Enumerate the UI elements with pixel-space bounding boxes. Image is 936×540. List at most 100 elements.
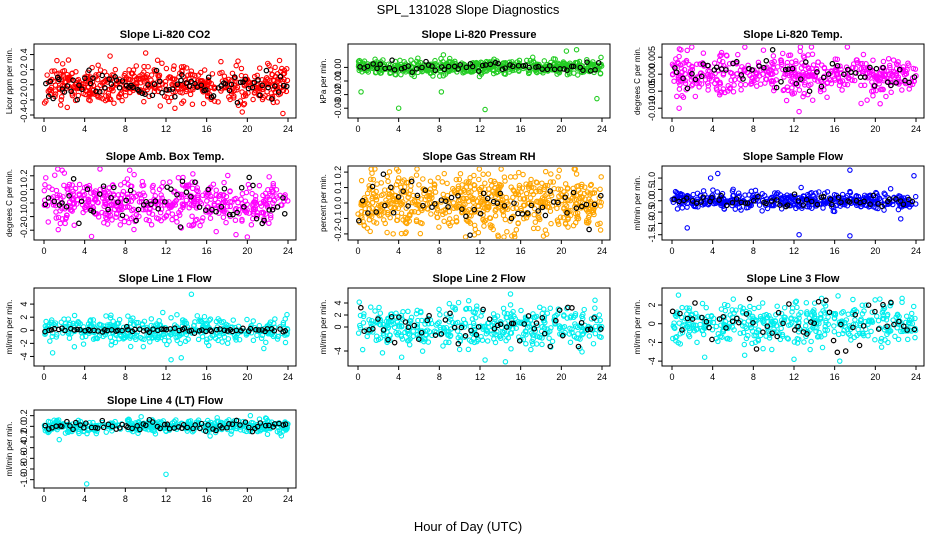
data-point [784, 335, 791, 341]
data-point [485, 171, 492, 177]
data-point [791, 339, 798, 345]
data-point [393, 329, 399, 336]
data-point [497, 335, 504, 342]
data-point [417, 220, 424, 226]
data-point [267, 67, 274, 73]
highlight-point [90, 209, 97, 215]
data-point [554, 71, 560, 77]
data-point [166, 74, 173, 80]
data-point [250, 96, 256, 103]
data-point [254, 332, 260, 339]
data-point [193, 205, 200, 211]
data-point [176, 209, 182, 216]
data-point [883, 93, 889, 100]
x-tick-label: 4 [82, 246, 87, 256]
data-point [366, 201, 372, 207]
data-point [912, 193, 919, 200]
data-point [213, 187, 219, 194]
data-point [373, 220, 380, 226]
data-point [784, 59, 791, 66]
data-point [420, 176, 426, 182]
highlight-point [423, 58, 429, 65]
x-tick-label: 12 [161, 372, 171, 382]
data-point [444, 329, 450, 335]
highlight-point [253, 215, 260, 222]
highlight-point [108, 194, 114, 201]
data-point [471, 196, 478, 202]
highlight-point [595, 60, 602, 66]
highlight-point [234, 99, 241, 106]
data-point [106, 213, 112, 219]
highlight-point [750, 197, 757, 204]
y-tick-label: 0.0 [19, 197, 29, 210]
highlight-point [249, 84, 256, 91]
data-point [598, 334, 604, 340]
data-point [813, 66, 820, 73]
highlight-point [413, 66, 420, 72]
data-point [411, 208, 418, 215]
outlier-point [707, 175, 714, 181]
highlight-point [156, 78, 163, 85]
data-point [789, 309, 795, 315]
data-point [136, 199, 143, 205]
highlight-point [282, 327, 288, 334]
data-point [166, 98, 172, 105]
data-point [890, 57, 897, 63]
data-point [548, 171, 554, 177]
data-point [383, 197, 389, 203]
data-point [360, 313, 367, 320]
data-point [851, 77, 858, 84]
data-point [545, 329, 551, 336]
data-point [451, 205, 457, 212]
data-point [532, 219, 539, 225]
highlight-point [90, 75, 96, 81]
data-point [763, 333, 769, 339]
data-point [731, 76, 738, 83]
data-point [399, 336, 406, 342]
highlight-point [723, 202, 730, 209]
data-point [284, 77, 291, 84]
y-tick-label: -1.5 [647, 227, 657, 243]
y-tick-label: 1.0 [647, 172, 657, 185]
highlight-point [101, 327, 108, 333]
data-point [441, 218, 447, 225]
data-point [395, 330, 402, 336]
x-tick-label: 16 [202, 246, 212, 256]
data-point [128, 215, 135, 222]
highlight-point [746, 65, 752, 72]
data-point [470, 320, 477, 327]
data-point [732, 206, 739, 212]
data-point [416, 182, 422, 188]
data-point [201, 67, 208, 73]
data-point [454, 328, 461, 334]
data-point [805, 65, 812, 72]
data-point [108, 201, 115, 207]
highlight-point [556, 307, 563, 313]
data-point [544, 326, 551, 332]
y-tick-label: -0.1 [333, 211, 343, 227]
data-point [863, 61, 869, 67]
panel-title: Slope Amb. Box Temp. [106, 151, 225, 163]
data-point [233, 333, 239, 340]
data-point [153, 215, 160, 221]
data-point [65, 57, 72, 63]
data-point [689, 64, 695, 70]
highlight-point [388, 313, 395, 320]
data-point [142, 75, 149, 81]
data-point [544, 310, 551, 317]
data-point [168, 315, 174, 321]
highlight-point [462, 332, 469, 339]
data-point [450, 200, 457, 206]
data-point [738, 87, 744, 93]
data-point [256, 182, 263, 189]
data-point [381, 66, 387, 73]
data-point [455, 185, 462, 192]
data-point [676, 200, 683, 207]
data-point [876, 195, 883, 202]
panel-title: Slope Line 3 Flow [747, 273, 840, 285]
data-point [54, 57, 60, 64]
data-point [399, 201, 405, 207]
data-point [472, 314, 479, 321]
data-point [407, 336, 413, 342]
outlier-point [482, 106, 488, 113]
